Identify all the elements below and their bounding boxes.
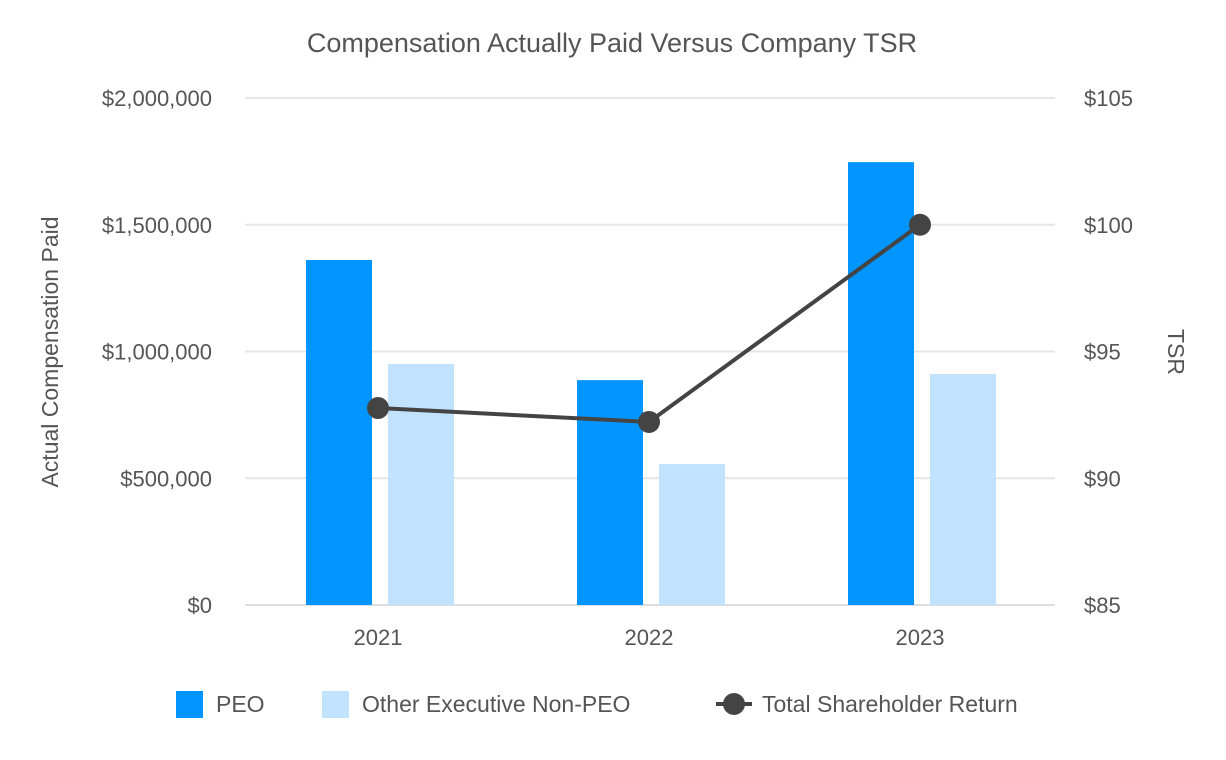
y2-tick-label: $90 xyxy=(1084,466,1121,491)
tsr-point xyxy=(367,397,389,420)
y-axis-label: Actual Compensation Paid xyxy=(37,216,63,487)
y-tick-label: $500,000 xyxy=(120,466,212,491)
y2-axis-label: TSR xyxy=(1163,329,1189,375)
legend-label: PEO xyxy=(216,691,265,717)
bar-other-executive-non-peo-2022 xyxy=(659,464,725,605)
y2-tick-label: $95 xyxy=(1084,340,1121,365)
legend-label: Total Shareholder Return xyxy=(762,691,1018,717)
x-tick-label: 2021 xyxy=(354,625,403,650)
x-tick-label: 2022 xyxy=(625,625,674,650)
tsr-line xyxy=(377,223,922,425)
y2-tick-label: $85 xyxy=(1084,593,1121,618)
tsr-point xyxy=(638,410,660,433)
y-tick-label: $0 xyxy=(188,593,212,618)
legend-label: Other Executive Non-PEO xyxy=(362,691,630,717)
bar-other-executive-non-peo-2021 xyxy=(388,363,454,605)
bar-peo-2021 xyxy=(306,259,372,605)
y2-tick-label: $100 xyxy=(1084,213,1133,238)
y-tick-label: $1,000,000 xyxy=(102,340,212,365)
y-tick-label: $2,000,000 xyxy=(102,86,212,111)
y2-tick-label: $105 xyxy=(1084,86,1133,111)
legend-swatch-0 xyxy=(176,691,203,718)
legend-marker xyxy=(723,693,745,715)
y-tick-label: $1,500,000 xyxy=(102,213,212,238)
x-tick-label: 2023 xyxy=(896,625,945,650)
bar-peo-2023 xyxy=(848,162,914,605)
legend-swatch-1 xyxy=(322,691,349,718)
chart-title: Compensation Actually Paid Versus Compan… xyxy=(307,28,917,58)
bar-peo-2022 xyxy=(577,380,643,605)
tsr-point xyxy=(909,213,931,236)
bar-other-executive-non-peo-2023 xyxy=(930,374,996,605)
